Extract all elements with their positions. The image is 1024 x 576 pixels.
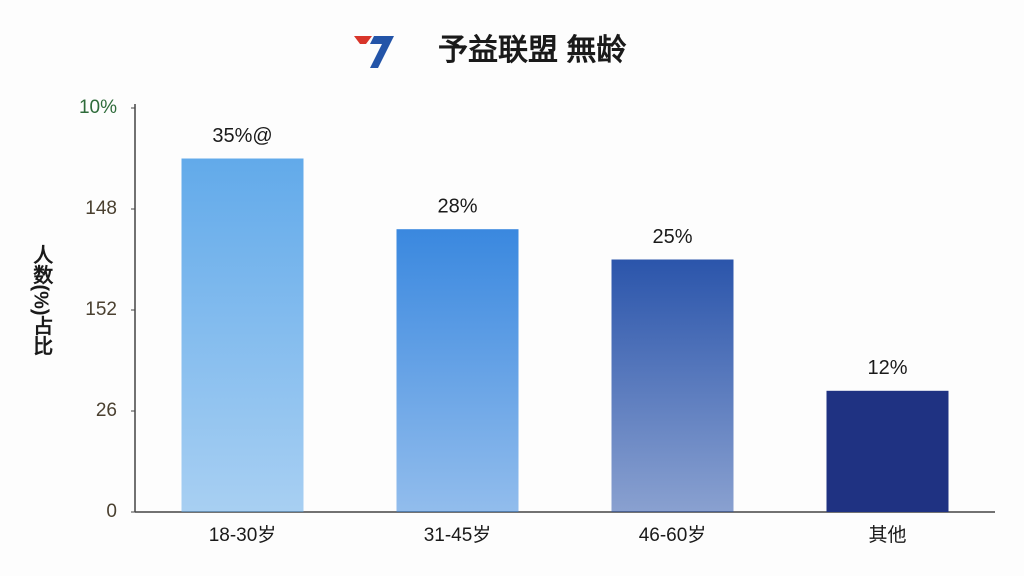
value-label: 25%: [652, 226, 692, 248]
value-label: 12%: [867, 357, 907, 379]
x-tick-label: 18-30岁: [209, 524, 277, 546]
y-tick-label: 152: [85, 299, 117, 320]
x-tick-label: 其他: [868, 524, 906, 546]
bar: [181, 158, 304, 512]
bar: [611, 259, 734, 512]
x-tick-label: 31-45岁: [424, 524, 492, 546]
y-axis-label: 人数(%)占比: [30, 244, 53, 356]
value-label: 28%: [437, 195, 477, 217]
x-tick-label: 46-60岁: [639, 524, 707, 546]
y-tick-label: 0: [106, 501, 117, 522]
y-tick-label: 148: [85, 198, 117, 219]
logo: [354, 36, 394, 68]
y-tick-label: 10%: [79, 97, 117, 118]
bar: [826, 390, 949, 512]
chart-title: 予益联盟 無龄: [438, 34, 627, 67]
bar: [396, 229, 519, 512]
y-tick-label: 26: [96, 400, 117, 421]
value-label: 35%@: [212, 125, 272, 147]
